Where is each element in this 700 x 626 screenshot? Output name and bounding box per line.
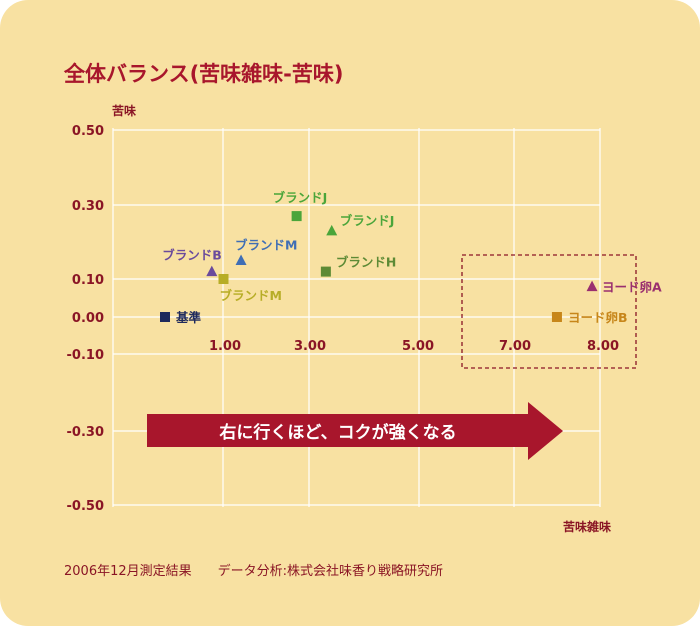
arrow-label: 右に行くほど、コクが強くなる: [219, 422, 456, 443]
triangle-marker: [235, 254, 247, 265]
survey-date: 2006年12月測定結果: [64, 564, 192, 579]
square-marker: [551, 312, 562, 322]
data-point: ブランドM: [235, 238, 298, 265]
x-tick-label: 8.00: [587, 339, 619, 354]
triangle-marker: [326, 224, 338, 236]
arrow-shape: [147, 402, 563, 460]
data-point: 基準: [160, 310, 202, 325]
point-label: ヨード卵B: [568, 310, 628, 325]
data-point: ブランドM: [218, 274, 282, 303]
point-label: ブランドM: [220, 288, 282, 303]
highlight-box: [461, 254, 637, 369]
square-marker: [218, 274, 229, 284]
data-points: 基準 ブランドB ブランドM ブランドM ブランドJ ブランドJ ブランドH ヨード卵A ヨード…: [160, 190, 662, 325]
data-point: ヨード卵A: [586, 280, 662, 295]
point-label: 基準: [175, 310, 202, 325]
analysis-credit: データ分析:株式会社味香り戦略研究所: [217, 564, 444, 579]
x-tick-label: 1.00: [209, 339, 241, 354]
data-point: ブランドB: [162, 248, 222, 277]
y-tick-label: 0.00: [72, 311, 104, 326]
x-axis-label: 苦味雑味: [563, 519, 611, 534]
y-tick-label: 0.50: [72, 124, 104, 139]
triangle-marker: [586, 280, 598, 292]
y-axis-label: 苦味: [112, 103, 136, 118]
data-point: ヨード卵B: [551, 310, 628, 325]
y-tick-label: -0.30: [67, 425, 104, 440]
point-label: ヨード卵A: [602, 280, 662, 295]
chart-title: 全体バランス(苦味雑味-苦味): [64, 62, 344, 86]
data-point: ブランドH: [320, 255, 396, 277]
square-marker: [160, 312, 170, 322]
triangle-marker: [206, 265, 218, 277]
y-tick-label: 0.30: [72, 199, 104, 214]
y-tick-label: -0.50: [67, 499, 104, 514]
axis-labels: 0.50 0.30 0.10 0.00 -0.10 -0.30 -0.50 1.00 3.00 5…: [67, 103, 620, 534]
data-point: ブランドJ: [273, 190, 328, 222]
x-tick-label: 3.00: [294, 339, 326, 354]
direction-arrow: 右に行くほど、コクが強くなる: [147, 402, 563, 460]
grid: [112, 128, 601, 507]
data-point: ブランドJ: [326, 213, 394, 236]
x-tick-label: 5.00: [402, 339, 434, 354]
footer: 2006年12月測定結果 データ分析:株式会社味香り戦略研究所: [64, 560, 443, 579]
point-label: ブランドJ: [273, 190, 328, 205]
square-marker: [320, 266, 331, 277]
y-tick-label: 0.10: [72, 273, 104, 288]
point-label: ブランドM: [235, 238, 297, 253]
point-label: ブランドB: [162, 248, 222, 263]
y-tick-label: -0.10: [67, 348, 104, 363]
square-marker: [291, 211, 302, 222]
point-label: ブランドJ: [340, 213, 395, 228]
x-tick-label: 7.00: [499, 339, 531, 354]
point-label: ブランドH: [336, 255, 396, 270]
